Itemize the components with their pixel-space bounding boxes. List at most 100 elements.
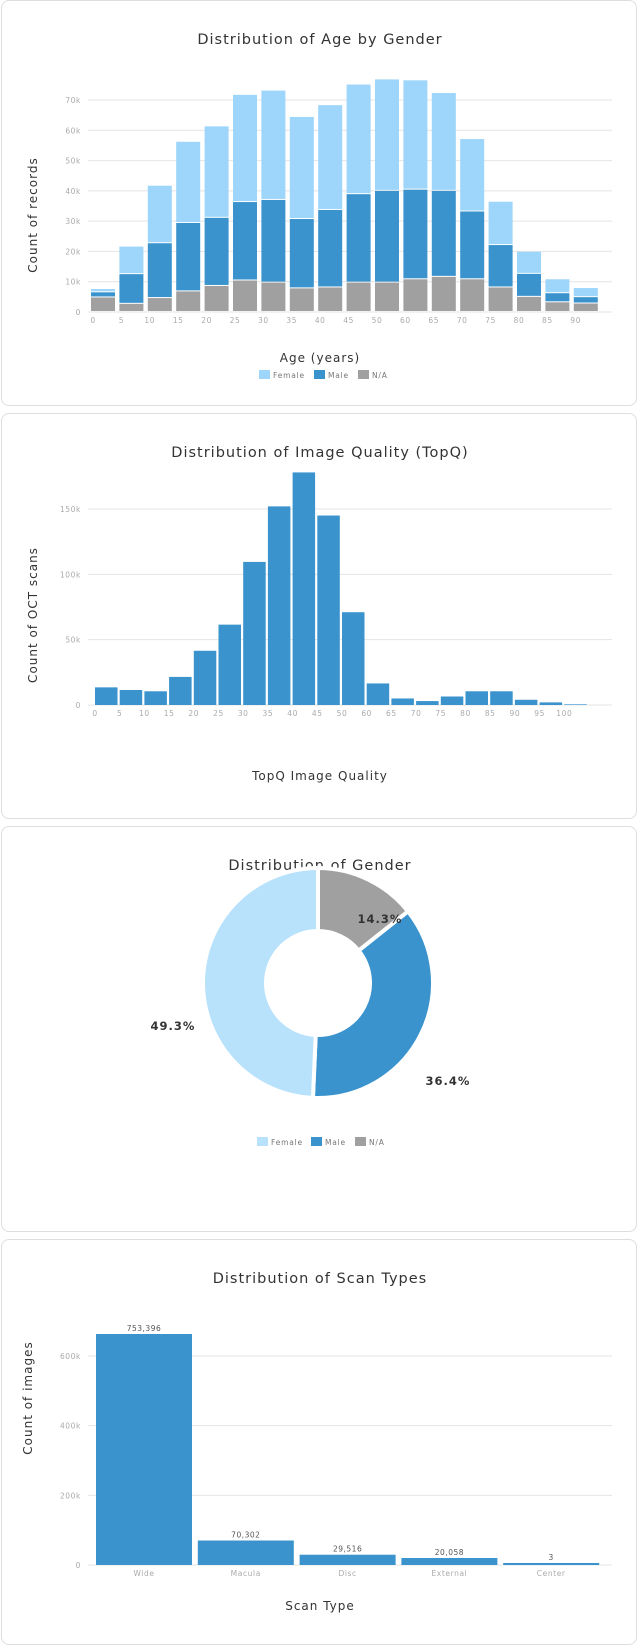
y-tick-label: 200k — [60, 1491, 81, 1500]
scan-types-chart-card: Distribution of Scan Types Count of imag… — [1, 1239, 637, 1645]
bar-na — [573, 303, 598, 311]
bar-na — [119, 303, 144, 311]
bar-female — [289, 116, 314, 219]
x-tick-label: 5 — [117, 709, 122, 718]
bar — [465, 691, 488, 705]
bar-male — [346, 194, 371, 282]
x-tick-label: 80 — [514, 316, 525, 325]
bar-male — [431, 190, 456, 276]
data-label: 70,302 — [231, 1531, 260, 1540]
x-tick-label: 90 — [570, 316, 581, 325]
legend-label-male: Male — [328, 371, 349, 380]
x-tick-label: 15 — [173, 316, 184, 325]
bar — [490, 691, 513, 705]
legend-label-female: Female — [273, 371, 305, 380]
y-axis-label: Count of images — [21, 1341, 35, 1454]
bar-female — [545, 279, 570, 293]
x-tick-label: 85 — [542, 316, 553, 325]
bar — [193, 650, 217, 705]
bar-na — [346, 282, 371, 311]
bar-male — [403, 189, 428, 279]
bar-female — [176, 141, 201, 222]
y-axis-label: Count of records — [26, 157, 40, 272]
x-tick-label: Wide — [133, 1569, 154, 1578]
bar-female — [403, 80, 428, 189]
chart-title: Distribution of Image Quality (TopQ) — [171, 445, 468, 461]
x-tick-label: 35 — [286, 316, 297, 325]
bar-male — [91, 292, 115, 297]
bar-na — [375, 282, 399, 311]
x-tick-label: 65 — [386, 709, 397, 718]
x-tick-label: 15 — [164, 709, 175, 718]
x-tick-label: 40 — [287, 709, 298, 718]
bar-female — [346, 84, 371, 194]
y-tick-label: 0 — [76, 701, 81, 710]
bar-female — [91, 288, 115, 292]
y-tick-label: 0 — [76, 308, 81, 317]
age-gender-chart-card: Distribution of Age by Gender Count of r… — [1, 0, 637, 406]
x-tick-label: 75 — [485, 316, 496, 325]
bar — [416, 701, 439, 705]
bar — [144, 691, 167, 705]
x-tick-label: Center — [537, 1569, 566, 1578]
x-tick-label: 60 — [400, 316, 411, 325]
bar-na — [261, 282, 286, 311]
legend-swatch-na — [358, 370, 369, 379]
y-tick-label: 150k — [60, 505, 81, 514]
slice-female — [201, 865, 320, 1100]
x-tick-label: 30 — [258, 316, 269, 325]
x-tick-label: 100 — [556, 709, 572, 718]
y-tick-label: 20k — [65, 247, 81, 256]
legend-swatch-female — [257, 1137, 268, 1146]
x-tick-label: 70 — [411, 709, 422, 718]
bar-female — [375, 79, 399, 190]
bar-male — [233, 202, 257, 280]
bar-male — [318, 209, 343, 287]
x-tick-label: 10 — [144, 316, 155, 325]
x-tick-label: 50 — [372, 316, 383, 325]
image-quality-chart: Distribution of Image Quality (TopQ) Cou… — [26, 445, 612, 783]
legend-swatch-female — [259, 370, 270, 379]
bar — [514, 699, 538, 705]
bar-male — [204, 217, 229, 285]
bar — [119, 689, 143, 705]
x-tick-label: 45 — [343, 316, 354, 325]
y-tick-label: 50k — [65, 636, 81, 645]
slice-label-male: 36.4% — [426, 1074, 471, 1088]
x-axis-label: Scan Type — [285, 1599, 355, 1613]
x-tick-label: 80 — [460, 709, 471, 718]
y-tick-label: 50k — [65, 157, 81, 166]
y-tick-label: 40k — [65, 187, 81, 196]
bar — [292, 472, 316, 705]
bar-female — [233, 94, 257, 202]
legend: Female Male N/A — [259, 370, 388, 380]
legend-label-female: Female — [271, 1138, 303, 1147]
x-tick-label: 50 — [337, 709, 348, 718]
image-quality-chart-card: Distribution of Image Quality (TopQ) Cou… — [1, 413, 637, 819]
x-tick-label: 0 — [92, 709, 97, 718]
bar — [539, 702, 563, 705]
x-tick-label: 20 — [188, 709, 199, 718]
bar-male — [460, 211, 485, 279]
x-tick-label: 30 — [238, 709, 249, 718]
bar — [317, 515, 340, 705]
bar-male — [488, 245, 513, 287]
legend-swatch-na — [355, 1137, 366, 1146]
x-tick-label: 35 — [263, 709, 274, 718]
y-tick-label: 0 — [76, 1561, 81, 1570]
legend-label-na: N/A — [372, 371, 388, 380]
slice-male — [310, 908, 435, 1100]
x-axis-label: TopQ Image Quality — [251, 769, 388, 783]
bar-na — [460, 279, 485, 311]
bar — [503, 1563, 600, 1565]
bar — [243, 561, 266, 705]
x-tick-label: 10 — [139, 709, 150, 718]
y-tick-label: 70k — [65, 96, 81, 105]
scan-types-chart: Distribution of Scan Types Count of imag… — [21, 1271, 612, 1613]
bar — [342, 612, 365, 705]
x-tick-label: 25 — [213, 709, 224, 718]
bar-na — [488, 287, 513, 311]
bar — [401, 1558, 498, 1565]
gender-chart-card: Distribution of Gender 14.3% 36.4% 49.3%… — [1, 826, 637, 1232]
bar-male — [176, 222, 201, 291]
